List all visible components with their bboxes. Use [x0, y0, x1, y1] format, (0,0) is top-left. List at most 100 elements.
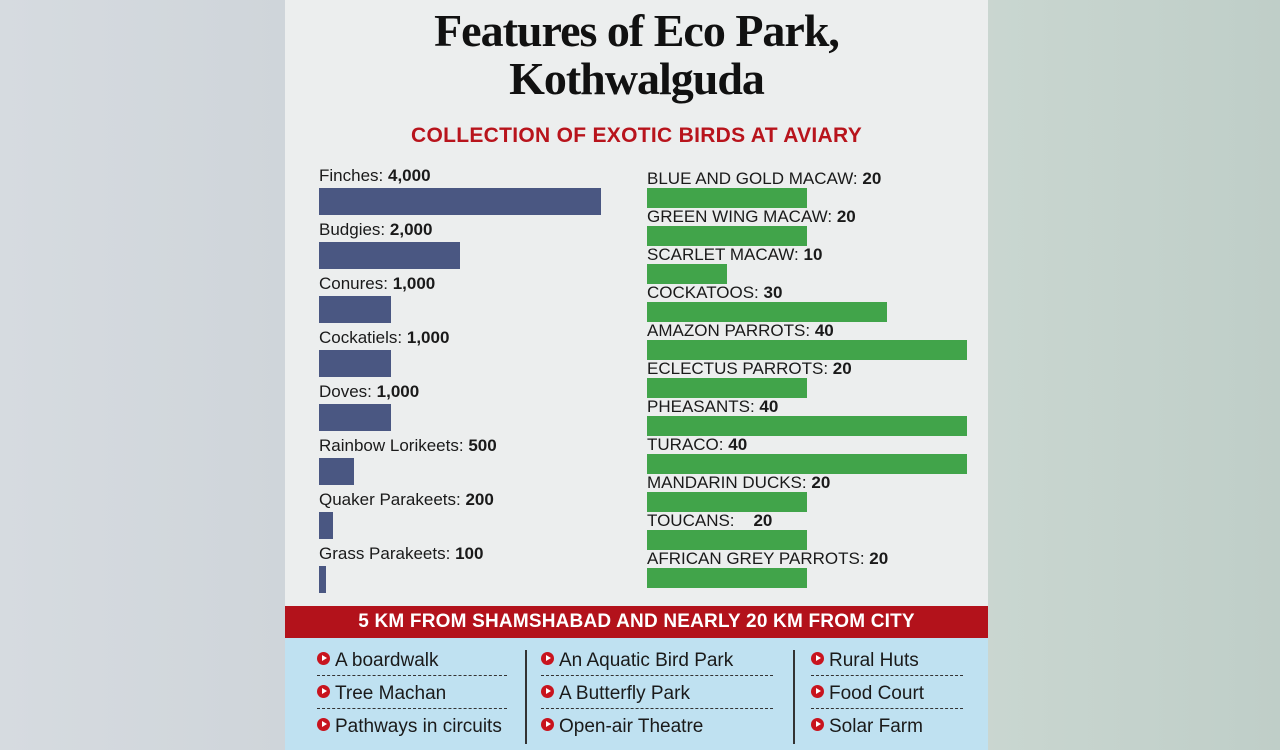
- bar-item: AFRICAN GREY PARROTS: 20: [647, 550, 977, 588]
- bar-category: ECLECTUS PARROTS:: [647, 359, 833, 378]
- feature-item: Solar Farm: [811, 712, 963, 745]
- bar-item: BLUE AND GOLD MACAW: 20: [647, 170, 977, 208]
- bullet-arrow-icon: [317, 718, 330, 732]
- column-divider: [793, 650, 795, 744]
- bar-value: 1,000: [376, 382, 420, 401]
- feature-item: Rural Huts: [811, 646, 963, 679]
- bullet-arrow-icon: [811, 685, 824, 699]
- bar-category: Cockatiels:: [319, 328, 407, 347]
- features-column-2: An Aquatic Bird Park A Butterfly Park Open…: [541, 646, 773, 745]
- features-list: A boardwalk Tree Machan Pathways in circui…: [285, 638, 988, 750]
- bar: [319, 512, 333, 539]
- bar-label: MANDARIN DUCKS: 20: [647, 474, 977, 492]
- bar-value: 20: [869, 549, 889, 568]
- features-column-1: A boardwalk Tree Machan Pathways in circui…: [317, 646, 507, 745]
- bar-category: BLUE AND GOLD MACAW:: [647, 169, 863, 188]
- bar-value: 20: [862, 169, 882, 188]
- bar-category: Quaker Parakeets:: [319, 490, 466, 509]
- bar-value: 20: [753, 511, 773, 530]
- bar-item: Doves: 1,000: [319, 382, 619, 431]
- bar-value: 100: [455, 544, 484, 563]
- bullet-arrow-icon: [811, 652, 824, 666]
- bar-value: 2,000: [389, 220, 433, 239]
- bar-value: 40: [814, 321, 834, 340]
- bullet-arrow-icon: [811, 718, 824, 732]
- bar-value: 10: [803, 245, 823, 264]
- bar-item: COCKATOOS: 30: [647, 284, 977, 322]
- bar-label: AFRICAN GREY PARROTS: 20: [647, 550, 977, 568]
- bar: [647, 188, 807, 208]
- bar-item: Grass Parakeets: 100: [319, 544, 619, 593]
- bar-label: Rainbow Lorikeets: 500: [319, 436, 619, 456]
- bar: [647, 226, 807, 246]
- bar-item: AMAZON PARROTS: 40: [647, 322, 977, 360]
- bar-item: ECLECTUS PARROTS: 20: [647, 360, 977, 398]
- bar-label: Conures: 1,000: [319, 274, 619, 294]
- bar-category: Budgies:: [319, 220, 390, 239]
- bullet-arrow-icon: [541, 718, 554, 732]
- bar-category: TURACO:: [647, 435, 729, 454]
- feature-label: Food Court: [829, 683, 925, 704]
- feature-label: Pathways in circuits: [335, 716, 502, 737]
- bar-value: 4,000: [387, 166, 431, 185]
- bar-category: TOUCANS:: [647, 511, 754, 530]
- bar-label: Finches: 4,000: [319, 166, 619, 186]
- bullet-arrow-icon: [317, 685, 330, 699]
- bar-value: 40: [728, 435, 748, 454]
- bar-category: Doves:: [319, 382, 377, 401]
- bar-category: AMAZON PARROTS:: [647, 321, 815, 340]
- bar-label: Cockatiels: 1,000: [319, 328, 619, 348]
- bar-item: TOUCANS: 20: [647, 512, 977, 550]
- bar-label: TURACO: 40: [647, 436, 977, 454]
- feature-item: Tree Machan: [317, 679, 507, 712]
- chart-subtitle: COLLECTION OF EXOTIC BIRDS AT AVIARY: [410, 124, 863, 147]
- bar-label: SCARLET MACAW: 10: [647, 246, 977, 264]
- infographic-panel: Features of Eco Park, Kothwalguda COLLEC…: [285, 0, 988, 750]
- bar-category: GREEN WING MACAW:: [647, 207, 837, 226]
- feature-item: An Aquatic Bird Park: [541, 646, 773, 679]
- bar: [319, 296, 391, 323]
- bar-label: TOUCANS: 20: [647, 512, 977, 530]
- bar-item: MANDARIN DUCKS: 20: [647, 474, 977, 512]
- bar-label: Doves: 1,000: [319, 382, 619, 402]
- bar-value: 500: [468, 436, 497, 455]
- feature-item: A Butterfly Park: [541, 679, 773, 712]
- feature-label: Solar Farm: [829, 716, 923, 737]
- bar-item: Conures: 1,000: [319, 274, 619, 323]
- bar-item: SCARLET MACAW: 10: [647, 246, 977, 284]
- page-title: Features of Eco Park, Kothwalguda: [285, 8, 988, 102]
- bar: [319, 350, 391, 377]
- bar: [319, 458, 354, 485]
- bar-value: 20: [811, 473, 831, 492]
- bar-value: 20: [836, 207, 856, 226]
- bar-item: Cockatiels: 1,000: [319, 328, 619, 377]
- bar-category: PHEASANTS:: [647, 397, 760, 416]
- bullet-arrow-icon: [541, 685, 554, 699]
- bar-category: COCKATOOS:: [647, 283, 764, 302]
- feature-label: Rural Huts: [829, 650, 919, 671]
- bullet-arrow-icon: [317, 652, 330, 666]
- bar: [319, 404, 391, 431]
- feature-item: Food Court: [811, 679, 963, 712]
- bar: [647, 568, 807, 588]
- distance-banner: 5 KM FROM SHAMSHABAD AND NEARLY 20 KM FR…: [285, 606, 988, 638]
- bar: [647, 302, 887, 322]
- column-divider: [525, 650, 527, 744]
- bar-category: Conures:: [319, 274, 393, 293]
- bar-label: Quaker Parakeets: 200: [319, 490, 619, 510]
- bar-label: GREEN WING MACAW: 20: [647, 208, 977, 226]
- bar-value: 40: [759, 397, 779, 416]
- bar: [647, 454, 967, 474]
- feature-label: Tree Machan: [335, 683, 447, 704]
- right-bar-chart: BLUE AND GOLD MACAW: 20 GREEN WING MACAW:…: [647, 170, 977, 588]
- bar: [647, 530, 807, 550]
- bar-label: COCKATOOS: 30: [647, 284, 977, 302]
- feature-label: A Butterfly Park: [559, 683, 690, 704]
- features-column-3: Rural Huts Food Court Solar Farm: [811, 646, 963, 745]
- bar-category: MANDARIN DUCKS:: [647, 473, 812, 492]
- title-line-2: Kothwalguda: [509, 53, 765, 104]
- bar: [647, 340, 967, 360]
- bar-value: 30: [763, 283, 783, 302]
- bar: [319, 188, 601, 215]
- bar-item: TURACO: 40: [647, 436, 977, 474]
